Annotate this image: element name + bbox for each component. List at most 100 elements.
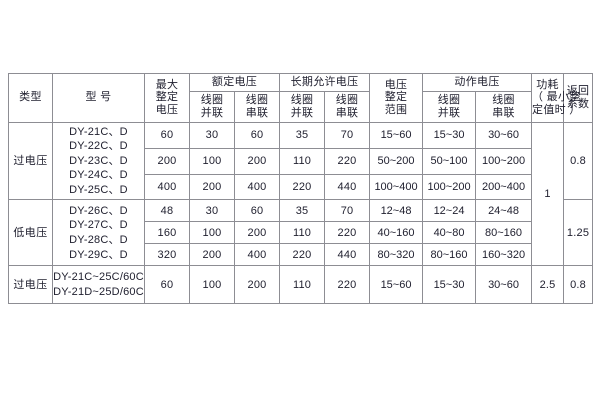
header-long-term-label: 长期允许电压	[290, 76, 359, 88]
table-row: 过电压 DY-21C、D DY-22C、D DY-23C、D DY-24C、D DY-25…	[8, 121, 594, 267]
header-op-series-line-1: 线圈	[492, 93, 515, 106]
header-allow-parallel-line-2: 并联	[290, 106, 314, 119]
model-name: DY-28C、D	[69, 233, 128, 246]
cell-rated-coil-parallel: 100	[189, 147, 235, 175]
header-rated-coil-parallel: 线圈 并联	[189, 90, 235, 123]
cell-max-setting-voltage: 60	[144, 265, 190, 305]
header-allow-parallel-line-1: 线圈	[290, 93, 314, 106]
header-allowable-coil-parallel: 线圈 并联	[279, 90, 326, 123]
header-power-line-3: 定值时 ）	[532, 104, 581, 117]
cell-setting-range: 50~200	[369, 147, 424, 175]
model-name: DY-22C、D	[69, 140, 128, 153]
model-list: DY-21C~25C/60C DY-21D~25D/60C	[53, 268, 144, 301]
header-allow-series-line-2: 串联	[335, 106, 359, 119]
header-allow-series-lines: 线圈 串联	[325, 92, 369, 122]
header-row-sub: 线圈 并联 线圈 串联 线圈 并联	[9, 90, 593, 123]
cell-allowable-coil-parallel: 110	[279, 265, 326, 305]
header-op-series-lines: 线圈 串联	[476, 92, 531, 122]
cell-operating-coil-series: 80~160	[475, 221, 533, 245]
cell-rated-coil-parallel: 100	[189, 265, 235, 305]
cell-rated-coil-parallel: 200	[189, 243, 235, 267]
header-long-term-allowable-voltage: 长期允许电压	[279, 73, 371, 92]
cell-allowable-coil-parallel: 110	[279, 147, 326, 175]
cell-allowable-coil-series: 220	[324, 147, 371, 175]
cell-power-consumption: 1	[531, 121, 565, 267]
model-list: DY-21C、D DY-22C、D DY-23C、D DY-24C、D DY-25C、D	[53, 123, 144, 200]
cell-rated-coil-parallel: 30	[189, 199, 235, 223]
cell-max-setting-voltage: 160	[144, 221, 190, 245]
header-operating-voltage-label: 动作电压	[454, 76, 500, 88]
header-setting-range-lines: 电压 整定 范围	[370, 77, 422, 120]
cell-return-coefficient: 0.8	[563, 121, 594, 201]
table-body: 过电压 DY-21C、D DY-22C、D DY-23C、D DY-24C、D DY-25…	[8, 121, 594, 305]
model-list: DY-26C、D DY-27C、D DY-28C、D DY-29C、D	[53, 202, 144, 264]
model-name: DY-29C、D	[69, 248, 128, 261]
header-op-parallel-lines: 线圈 并联	[423, 92, 475, 122]
header-return-coefficient: 返回 系数	[563, 73, 594, 123]
model-name: DY-21C、D	[69, 125, 128, 138]
header-setting-line-1: 电压	[384, 78, 408, 91]
header-allowable-coil-series: 线圈 串联	[324, 90, 371, 123]
cell-type: 过电压	[8, 121, 53, 201]
header-operating-voltage: 动作电压	[422, 73, 533, 92]
model-name: DY-21C~25C/60C	[53, 271, 144, 284]
header-model-label: 型 号	[85, 91, 112, 104]
cell-operating-coil-parallel: 12~24	[422, 199, 477, 223]
header-power-line-1: 功耗	[536, 78, 559, 91]
cell-rated-coil-parallel: 100	[189, 221, 235, 245]
table-header: 类型 型 号 最大 整定 电压 额定电压 长期允许电压	[8, 73, 594, 123]
table-row: 低电压 DY-26C、D DY-27C、D DY-28C、D DY-29C、D 48 30 6…	[8, 199, 594, 267]
cell-operating-coil-series: 30~60	[475, 121, 533, 149]
header-rated-parallel-lines: 线圈 并联	[190, 92, 234, 122]
cell-return-coefficient: 0.8	[563, 265, 594, 305]
cell-model-list: DY-21C、D DY-22C、D DY-23C、D DY-24C、D DY-25C、D	[52, 121, 145, 201]
cell-operating-coil-series: 160~320	[475, 243, 533, 267]
cell-allowable-coil-series: 440	[324, 243, 371, 267]
cell-allowable-coil-parallel: 35	[279, 199, 326, 223]
model-name: DY-21D~25D/60C	[53, 285, 144, 298]
header-op-series-line-2: 串联	[492, 106, 515, 119]
header-operating-coil-parallel: 线圈 并联	[422, 90, 477, 123]
model-name: DY-25C、D	[69, 183, 128, 196]
cell-rated-coil-series: 60	[233, 199, 281, 223]
cell-model-list: DY-21C~25C/60C DY-21D~25D/60C	[52, 265, 145, 305]
header-rated-voltage-label: 额定电压	[211, 76, 258, 88]
table-row: 200 100 200 110 220 50~200 50~100 100~200	[9, 147, 593, 175]
specification-table-container: 类型 型 号 最大 整定 电压 额定电压 长期允许电压	[8, 73, 594, 305]
header-power-lines: 功耗 （ 最小整 定值时 ）	[532, 77, 581, 120]
relay-specification-table: 类型 型 号 最大 整定 电压 额定电压 长期允许电压	[8, 73, 594, 305]
header-power-line-2: （ 最小整	[532, 91, 581, 104]
cell-setting-range: 12~48	[369, 199, 424, 223]
table-row: 160 100 200 110 220 40~160 40~80 80~160	[9, 221, 593, 245]
cell-allowable-coil-parallel: 220	[279, 173, 326, 201]
header-power-consumption: 功耗 （ 最小整 定值时 ）	[531, 73, 581, 123]
cell-rated-coil-series: 200	[233, 221, 281, 245]
header-max-line-3: 电压	[155, 104, 179, 117]
cell-rated-coil-parallel: 200	[189, 173, 235, 201]
cell-setting-range: 40~160	[369, 221, 424, 245]
header-setting-line-3: 范围	[384, 104, 408, 117]
header-setting-line-2: 整定	[384, 91, 408, 104]
header-op-parallel-line-2: 并联	[437, 106, 461, 119]
header-setting-range: 电压 整定 范围	[369, 73, 424, 123]
header-rated-parallel-line-2: 并联	[200, 106, 224, 119]
cell-max-setting-voltage: 48	[144, 199, 190, 223]
cell-operating-coil-parallel: 15~30	[422, 265, 477, 305]
header-type-label: 类型	[19, 91, 42, 104]
cell-allowable-coil-series: 220	[324, 265, 371, 305]
header-max-setting-voltage-lines: 最大 整定 电压	[145, 77, 189, 120]
cell-rated-coil-parallel: 30	[189, 121, 235, 149]
header-allow-series-line-1: 线圈	[335, 93, 359, 106]
header-return-line-2: 系数	[566, 97, 590, 110]
table-row: 过电压 DY-21C~25C/60C DY-21D~25D/60C 60 100 200 1…	[8, 265, 594, 305]
cell-allowable-coil-parallel: 220	[279, 243, 326, 267]
cell-operating-coil-parallel: 50~100	[422, 147, 477, 175]
header-max-line-1: 最大	[155, 78, 179, 91]
cell-setting-range: 100~400	[369, 173, 424, 201]
header-model: 型 号	[52, 73, 145, 123]
cell-rated-coil-series: 400	[233, 243, 281, 267]
cell-allowable-coil-parallel: 110	[279, 221, 326, 245]
model-name: DY-23C、D	[69, 154, 128, 167]
header-rated-parallel-line-1: 线圈	[200, 93, 224, 106]
cell-allowable-coil-series: 220	[324, 221, 371, 245]
